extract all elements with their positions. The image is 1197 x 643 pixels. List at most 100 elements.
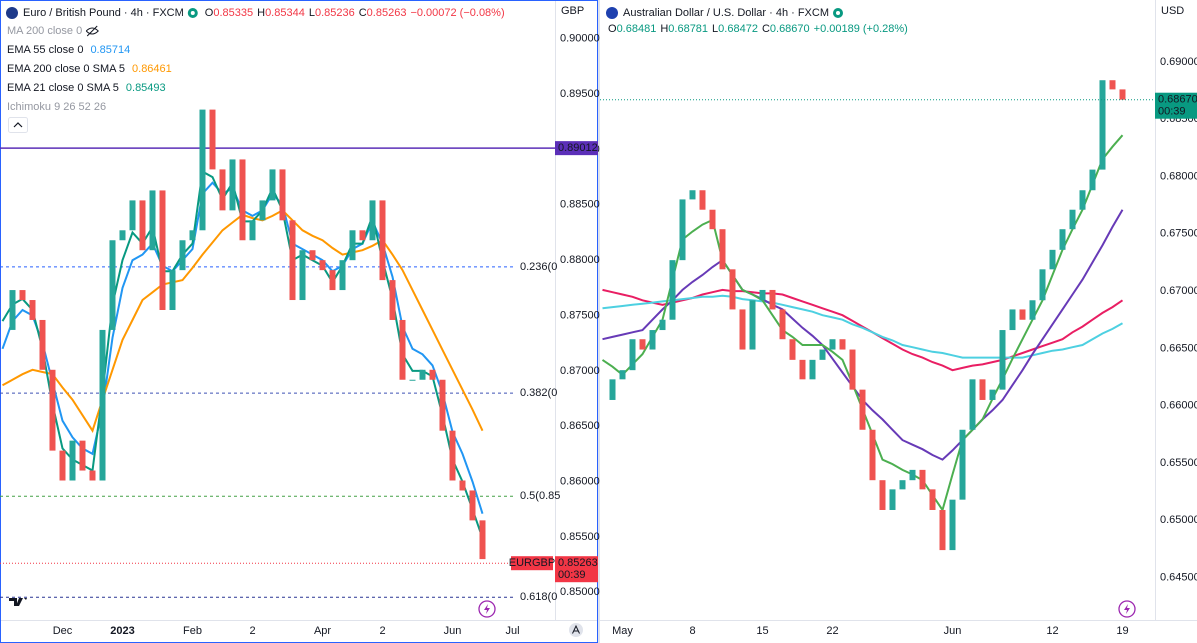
candle: [959, 429, 966, 500]
candle: [839, 339, 846, 350]
candle: [759, 289, 766, 301]
indicator-line: [602, 294, 1123, 359]
auto-scale-button[interactable]: [569, 623, 583, 637]
legend-name: EMA 55 close 0: [7, 44, 83, 56]
chart-title: Euro / British Pound · 4h · FXCM: [23, 7, 184, 19]
candle: [189, 230, 196, 241]
quote-value: 0.68472: [718, 23, 758, 35]
candle: [369, 200, 376, 241]
x-tick-label: 8: [689, 625, 695, 637]
candle: [229, 159, 236, 211]
quote-key: O: [608, 23, 617, 35]
fib-label: 0.5(0.85: [520, 490, 560, 502]
candle: [1059, 229, 1066, 250]
legend-entry: Ichimoku 9 26 52 26: [7, 101, 106, 113]
y-tick-label: 0.90000: [560, 33, 600, 45]
collapse-legend[interactable]: [8, 117, 28, 133]
candle: [39, 319, 46, 370]
candle: [1039, 269, 1046, 301]
countdown-label: 00:39: [1158, 106, 1186, 118]
x-tick-label: May: [612, 625, 633, 637]
fib-label: 0.236(0: [520, 261, 557, 273]
candle: [279, 169, 286, 221]
candle: [159, 190, 166, 310]
symbol-icon: [606, 7, 618, 19]
quote-value: 0.68481: [617, 23, 657, 35]
replay-icon[interactable]: [1124, 604, 1130, 614]
quote-key: C: [762, 23, 770, 35]
candle: [629, 339, 636, 371]
quote: O0.68481 H0.68781 L0.68472 C0.68670 +0.00189…: [608, 23, 908, 35]
y-tick-label: 0.88500: [560, 199, 600, 211]
candle: [739, 309, 746, 350]
candle: [269, 169, 276, 201]
x-tick-label: 19: [1116, 625, 1128, 637]
legend-name: Ichimoku 9 26 52 26: [7, 101, 106, 113]
candle: [899, 480, 906, 490]
candle: [429, 369, 436, 380]
candle: [679, 199, 686, 261]
auto-scale-icon[interactable]: [572, 624, 580, 634]
quote-change: +0.00189 (+0.28%): [814, 23, 908, 35]
candle: [789, 339, 796, 360]
x-tick-label: Jun: [444, 625, 462, 637]
collapse-box[interactable]: [8, 117, 28, 133]
replay-circle[interactable]: [1118, 600, 1136, 618]
x-tick-label: Jul: [505, 625, 519, 637]
quote-value: 0.85263: [367, 7, 407, 19]
y-tick-label: 0.86500: [560, 420, 600, 432]
candle: [749, 300, 756, 350]
y-tick-label: 0.65000: [1160, 514, 1197, 526]
candle: [299, 250, 306, 301]
y-tick-label: 0.87500: [560, 309, 600, 321]
y-tick-label: 0.66500: [1160, 342, 1197, 354]
countdown-label: 00:39: [558, 569, 586, 581]
candle: [329, 270, 336, 291]
x-tick-label: 12: [1046, 625, 1058, 637]
quote-key: C: [359, 7, 367, 19]
tv-logo: [9, 598, 27, 606]
candle: [199, 109, 206, 231]
x-tick-label: Apr: [314, 625, 331, 637]
quote-value: 0.85344: [265, 7, 305, 19]
replay-button[interactable]: [1118, 600, 1136, 618]
quote-value: 0.68670: [770, 23, 810, 35]
symbol-tag: [511, 556, 553, 571]
quote-key: H: [257, 7, 265, 19]
candle: [729, 269, 736, 310]
last-price-label: 0.68670: [1158, 94, 1197, 106]
level-tag: [555, 141, 598, 156]
y-tick-label: 0.85500: [560, 531, 600, 543]
replay-button[interactable]: [478, 600, 496, 618]
market-status-inner: [836, 11, 840, 15]
legend-value: 0.85493: [126, 82, 166, 94]
y-tick-label: 0.68000: [1160, 170, 1197, 182]
candle: [619, 370, 626, 380]
candle: [989, 389, 996, 400]
candle: [479, 520, 486, 560]
x-tick-label: 2023: [110, 625, 134, 637]
candle: [939, 509, 946, 551]
replay-circle[interactable]: [478, 600, 496, 618]
candle: [309, 250, 316, 261]
collapse-icon[interactable]: [13, 122, 23, 128]
candle: [1069, 209, 1076, 230]
replay-icon[interactable]: [484, 604, 490, 614]
candle: [399, 319, 406, 380]
candle: [659, 319, 666, 331]
y-tick-label: 0.85000: [560, 586, 600, 598]
candle: [649, 330, 656, 350]
legend-value: 0.85714: [90, 44, 130, 56]
candle: [29, 300, 36, 320]
candle: [439, 379, 446, 431]
candle: [1089, 169, 1096, 191]
y-tick-label: 0.67500: [1160, 228, 1197, 240]
candle: [1119, 89, 1126, 100]
currency-label: GBP: [561, 5, 584, 17]
y-tick-label: 0.89500: [560, 88, 600, 100]
candle: [49, 369, 56, 451]
candle: [1009, 309, 1016, 331]
last-price-label: 0.85263: [558, 557, 598, 569]
